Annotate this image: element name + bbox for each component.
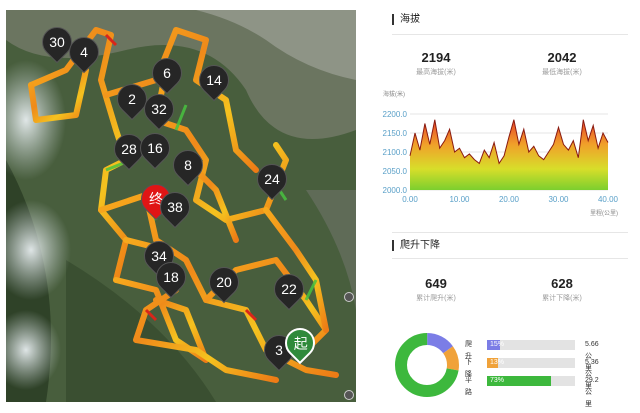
divider <box>392 232 628 233</box>
donut-slice <box>395 333 459 397</box>
descent-value: 628 <box>551 276 573 291</box>
divider <box>392 258 628 259</box>
ascent-label: 累计爬升(米) <box>416 295 456 302</box>
descent-label: 累计下降(米) <box>542 295 582 302</box>
map-compass-icon[interactable] <box>344 390 354 400</box>
divider <box>392 34 628 35</box>
route-map[interactable]: 30 4 6 14 2 32 28 16 8 24 终 38 34 18 20 … <box>6 10 356 402</box>
flat-bar <box>487 376 552 386</box>
max-elevation-label: 最高海拔(米) <box>416 69 456 76</box>
y-tick-label: 2150.0 <box>383 129 408 138</box>
ascent-bar <box>487 340 501 350</box>
x-tick-label: 20.00 <box>499 195 520 204</box>
stats-panel: 海拔 2194 最高海拔(米) 2042 最低海拔(米) 2000.0 2050.… <box>376 0 640 413</box>
elevation-section-title: 海拔 <box>392 14 420 25</box>
x-tick-label: 40.00 <box>598 195 619 204</box>
y-tick-label: 2050.0 <box>383 167 408 176</box>
map-location-icon[interactable] <box>344 292 354 302</box>
x-tick-label: 30.00 <box>548 195 569 204</box>
y-tick-label: 2200.0 <box>383 110 408 119</box>
x-tick-label: 0.00 <box>402 195 418 204</box>
x-axis-label: 里程(公里) <box>590 209 618 217</box>
elevation-line <box>409 119 609 165</box>
elevation-chart: 2000.0 2050.0 2100.0 2150.0 2200.0 0.00 10.00 2… <box>383 90 619 217</box>
donut-slice <box>395 333 459 397</box>
ascent-value: 649 <box>425 276 447 291</box>
descent-bar <box>487 358 499 368</box>
x-tick-label: 10.00 <box>449 195 470 204</box>
min-elevation-label: 最低海拔(米) <box>542 69 582 76</box>
max-elevation-value: 2194 <box>421 50 451 65</box>
elevation-area <box>410 119 608 190</box>
y-tick-label: 2000.0 <box>383 186 408 195</box>
climb-section-title: 爬升下降 <box>392 240 440 251</box>
terrain-donut-chart <box>395 333 459 397</box>
y-tick-label: 2100.0 <box>383 148 408 157</box>
y-axis-label: 海拔(米) <box>383 90 405 98</box>
min-elevation-value: 2042 <box>547 50 577 65</box>
